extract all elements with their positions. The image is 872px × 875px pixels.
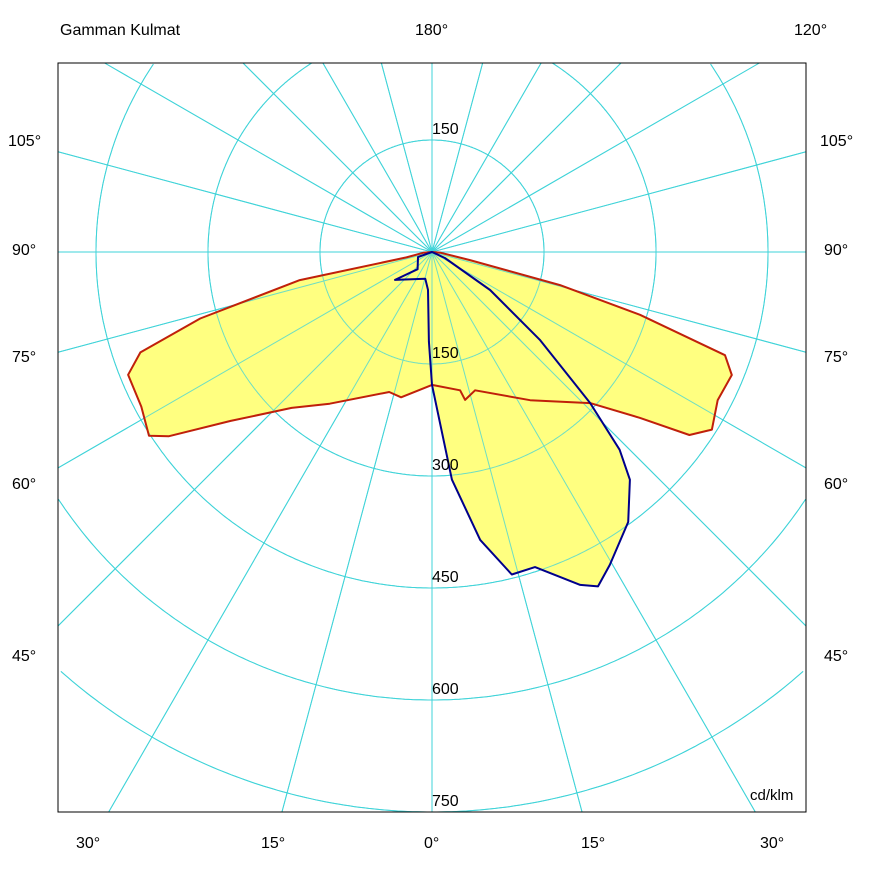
- angle-label-bottom-15-right: 15°: [581, 835, 606, 852]
- angle-label-left-90: 90°: [12, 242, 37, 259]
- grid-overlay-radial-line-120: [57, 62, 760, 469]
- grid-overlay: [57, 62, 807, 813]
- grid-overlay-radial-line-30: [322, 62, 756, 813]
- grid-overlay-circle-600: [57, 499, 807, 701]
- grid-overlay-radial-line-165: [281, 62, 484, 813]
- angle-label-bottom-30-left: 30°: [76, 835, 101, 852]
- intensity-curve-1: [127, 251, 733, 438]
- angle-label-bottom-30-right: 30°: [760, 835, 785, 852]
- grid-overlay-radial-line-45: [242, 62, 807, 627]
- curves: [127, 251, 733, 588]
- angle-label-left-75: 75°: [12, 349, 37, 366]
- grid-overlay-radial-line-15: [380, 62, 583, 813]
- angle-label-right-60: 60°: [824, 476, 849, 493]
- chart-title: Gamman Kulmat: [60, 22, 181, 39]
- angle-label-bottom-15-left: 15°: [261, 835, 286, 852]
- angle-label-right-45: 45°: [824, 648, 849, 665]
- angle-label-top-180: 180°: [415, 22, 449, 39]
- angle-label-right-90: 90°: [824, 242, 849, 259]
- radial-label-600: 600: [432, 681, 459, 698]
- grid-overlay-circle-300: [207, 62, 657, 477]
- unit-label: cd/klm: [750, 787, 794, 804]
- angle-label-left-105: 105°: [8, 133, 42, 150]
- plot-frame: [57, 62, 807, 813]
- radial-label-150-top: 150: [432, 121, 459, 138]
- angle-label-left-60: 60°: [12, 476, 37, 493]
- radial-label-750: 750: [432, 793, 459, 810]
- grid-overlay-circle-750: [60, 671, 804, 813]
- angle-label-top-120: 120°: [794, 22, 828, 39]
- grid-overlay-radial-line-150: [108, 62, 542, 813]
- radial-label-150: 150: [432, 345, 459, 362]
- grid-overlay-circle-450: [95, 63, 769, 589]
- angle-label-right-105: 105°: [820, 133, 854, 150]
- angle-label-right-75: 75°: [824, 349, 849, 366]
- curve-fill-2: [395, 252, 630, 587]
- angle-label-bottom-0: 0°: [424, 835, 440, 852]
- grid-overlay-radial-line-135: [57, 62, 622, 627]
- angle-label-left-45: 45°: [12, 648, 37, 665]
- radial-label-300: 300: [432, 457, 459, 474]
- intensity-curve-2: [394, 251, 631, 588]
- radial-label-450: 450: [432, 569, 459, 586]
